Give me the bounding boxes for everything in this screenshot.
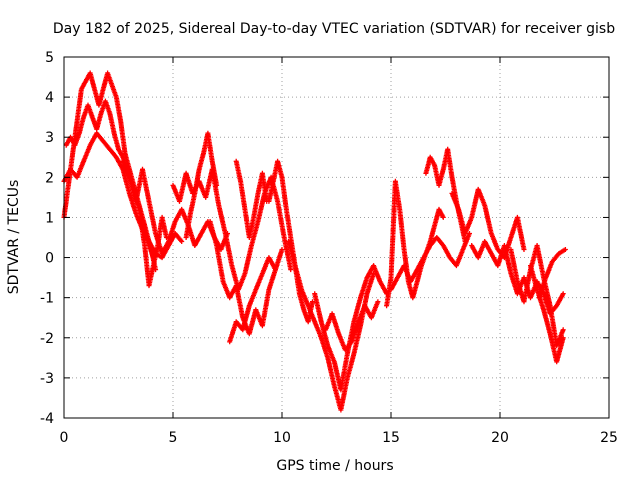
series-satellite-track-3 xyxy=(61,130,185,261)
data-point xyxy=(164,235,169,240)
y-tick-label: 2 xyxy=(45,170,54,186)
series-satellite-track-9 xyxy=(227,255,278,345)
x-tick-label: 0 xyxy=(60,430,69,446)
y-tick-label: -3 xyxy=(40,371,54,387)
data-point xyxy=(521,247,527,252)
series-satellite-track-12 xyxy=(286,239,377,413)
data-point xyxy=(560,291,566,297)
y-tick-label: -4 xyxy=(40,411,54,427)
data-point xyxy=(279,247,285,252)
data-point xyxy=(310,299,315,305)
x-tick-label: 20 xyxy=(491,430,509,446)
x-tick-label: 10 xyxy=(273,430,291,446)
series-satellite-track-14 xyxy=(323,299,381,353)
x-tick-label: 5 xyxy=(169,430,178,446)
x-tick-label: 15 xyxy=(382,430,400,446)
y-tick-label: 3 xyxy=(45,130,54,146)
plot-frame xyxy=(63,56,610,419)
data-point xyxy=(562,247,568,252)
data-point xyxy=(214,182,220,188)
y-tick-label: 4 xyxy=(45,90,54,106)
data-point xyxy=(462,239,468,244)
chart-title: Day 182 of 2025, Sidereal Day-to-day VTE… xyxy=(53,21,615,37)
data-point xyxy=(440,214,446,220)
series-satellite-track-17 xyxy=(423,146,468,244)
series-satellite-track-7 xyxy=(183,130,220,240)
series-satellite-track-2 xyxy=(63,98,156,261)
series-satellite-track-8 xyxy=(207,219,285,337)
y-tick-label: -2 xyxy=(40,331,54,347)
data-point xyxy=(273,267,278,273)
x-tick-label: 25 xyxy=(600,430,618,446)
data-point xyxy=(375,299,381,305)
data-series xyxy=(61,70,568,413)
y-tick-label: 1 xyxy=(45,210,54,226)
y-tick-label: 5 xyxy=(45,50,54,66)
data-point xyxy=(560,335,566,341)
data-point xyxy=(467,231,472,236)
series-satellite-track-21 xyxy=(528,263,566,365)
data-point xyxy=(560,327,566,333)
data-point xyxy=(288,267,294,273)
y-axis-label: SDTVAR / TECUs xyxy=(6,180,22,295)
series-satellite-track-22 xyxy=(536,247,568,301)
series-satellite-track-16 xyxy=(388,231,472,293)
series-satellite-track-5 xyxy=(137,214,169,289)
series-satellite-track-10 xyxy=(233,158,270,240)
data-point xyxy=(179,239,185,244)
x-axis-label: GPS time / hours xyxy=(276,458,393,474)
y-tick-label: -1 xyxy=(40,291,54,307)
y-tick-label: 0 xyxy=(45,251,54,267)
